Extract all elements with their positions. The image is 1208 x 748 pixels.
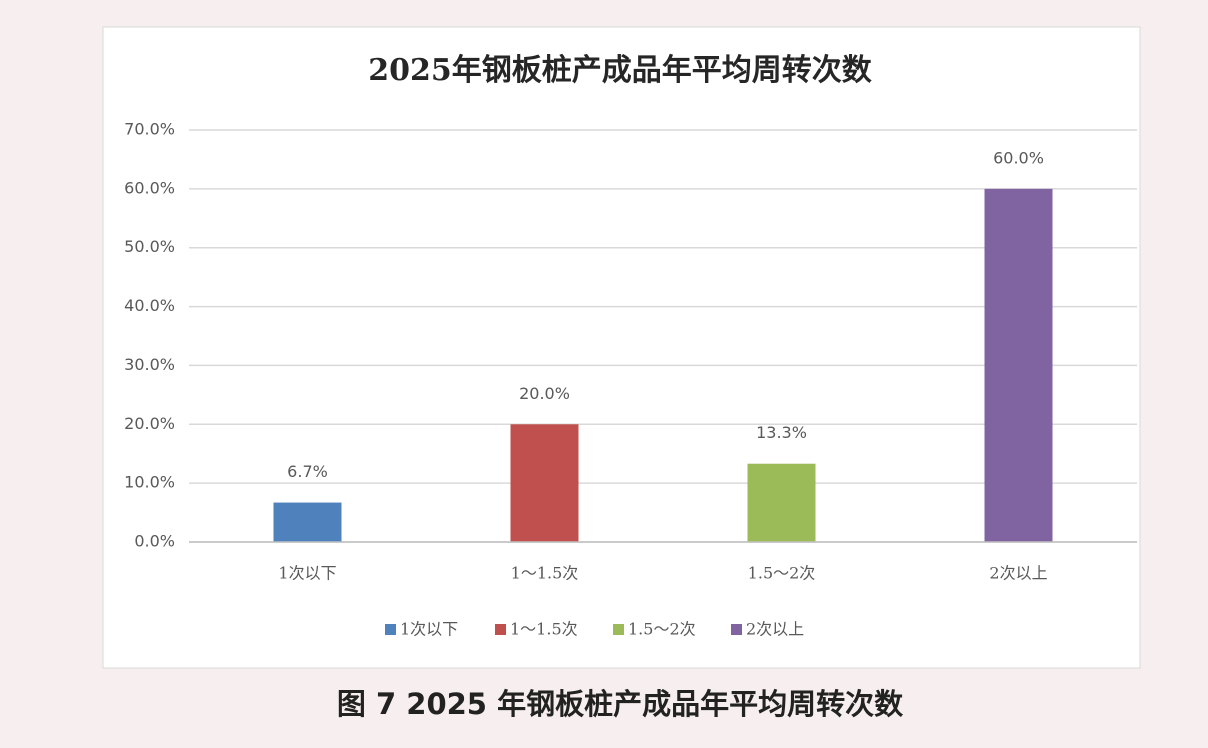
y-tick-label: 30.0% [124,355,175,374]
y-tick-label: 60.0% [124,178,175,197]
y-tick-label: 50.0% [124,237,175,256]
legend-label: 1～1.5次 [510,620,578,639]
legend-label: 2次以上 [746,620,804,639]
y-tick-label: 70.0% [124,120,175,139]
legend-swatch [613,624,624,635]
legend-swatch [385,624,396,635]
data-label: 60.0% [993,148,1044,167]
x-tick-label: 2次以上 [989,564,1047,583]
y-tick-label: 10.0% [124,473,175,492]
y-tick-label: 0.0% [134,532,175,551]
y-tick-label: 40.0% [124,296,175,315]
data-label: 6.7% [287,462,328,481]
legend-swatch [495,624,506,635]
legend-swatch [731,624,742,635]
data-label: 20.0% [519,384,570,403]
y-tick-label: 20.0% [124,414,175,433]
data-label: 13.3% [756,423,807,442]
x-tick-label: 1.5～2次 [748,564,816,583]
bar [510,424,579,542]
x-tick-label: 1次以下 [278,564,336,583]
legend-label: 1.5～2次 [628,620,696,639]
bar [273,502,342,542]
bar [747,463,816,542]
x-tick-label: 1～1.5次 [511,564,579,583]
chart-title: 2025年钢板桩产成品年平均周转次数 [368,53,872,88]
caption: 图 7 2025 年钢板桩产成品年平均周转次数 [337,687,904,721]
chart-frame [102,26,1141,669]
legend-label: 1次以下 [400,620,458,639]
bar [984,188,1053,542]
